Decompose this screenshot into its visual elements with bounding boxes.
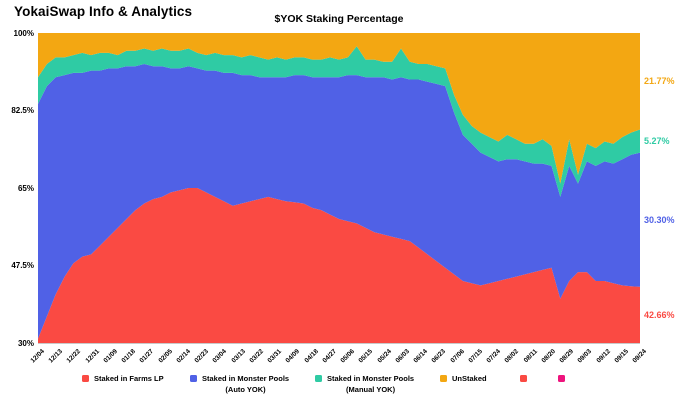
x-tick-label: 03/22 (248, 348, 265, 365)
area-staked-in-monster-pools-manual-yok- (38, 46, 640, 197)
x-tick-label: 12/31 (84, 348, 101, 365)
legend-swatch-icon (440, 375, 447, 382)
legend-item (520, 374, 527, 382)
legend-swatch-icon (558, 375, 565, 382)
series-current-value-label: 42.66% (644, 309, 675, 320)
x-tick-label: 12/04 (29, 348, 46, 365)
legend-item: UnStaked (440, 374, 487, 385)
legend-label: UnStaked (452, 374, 487, 383)
x-tick-label: 04/18 (303, 348, 320, 365)
x-tick-label: 05/06 (339, 348, 357, 365)
x-tick-label: 09/03 (576, 348, 594, 365)
x-tick-label: 06/14 (412, 348, 430, 365)
x-tick-label: 08/11 (522, 348, 539, 365)
x-tick-label: 09/12 (594, 348, 612, 365)
app-title: YokaiSwap Info & Analytics (14, 4, 193, 19)
staking-area-chart[interactable] (38, 33, 640, 343)
x-tick-label: 06/03 (394, 348, 411, 365)
x-tick-label: 03/04 (211, 348, 229, 365)
y-tick-label: 47.5% (11, 261, 34, 270)
legend-item: Staked in Farms LP (82, 374, 164, 385)
x-axis-line (38, 343, 640, 344)
plot-svg (38, 33, 640, 343)
x-tick-label: 05/15 (357, 348, 375, 365)
y-tick-label: 65% (17, 183, 34, 193)
chart-title: $YOK Staking Percentage (274, 13, 404, 25)
y-tick-label: 100% (13, 28, 34, 38)
x-tick-label: 01/09 (102, 348, 119, 365)
x-tick-label: 07/06 (449, 348, 466, 365)
area-unstaked (38, 33, 640, 184)
x-tick-label: 05/24 (376, 348, 393, 365)
series-current-value-label: 5.27% (644, 136, 670, 147)
x-tick-label: 03/31 (266, 348, 284, 365)
legend: Staked in Farms LP Staked in Monster Pool… (0, 372, 689, 398)
x-tick-label: 06/23 (430, 348, 448, 365)
x-tick-label: 01/18 (120, 348, 138, 365)
x-tick-label: 07/15 (467, 348, 484, 365)
x-tick-label: 03/13 (230, 348, 247, 365)
legend-swatch-icon (190, 375, 197, 382)
x-tick-label: 09/24 (631, 348, 648, 365)
x-tick-label: 09/15 (613, 348, 630, 365)
x-tick-label: 08/20 (540, 348, 557, 365)
x-tick-label: 02/05 (157, 348, 174, 365)
x-tick-label: 01/27 (138, 348, 156, 365)
x-tick-label: 12/22 (65, 348, 83, 365)
legend-swatch-icon (82, 375, 89, 382)
x-tick-label: 08/02 (503, 348, 521, 365)
x-tick-label: 02/23 (193, 348, 211, 365)
x-tick-label: 04/27 (321, 348, 338, 365)
x-tick-label: 02/14 (175, 348, 192, 365)
legend-swatch-icon (315, 375, 322, 382)
x-tick-label: 04/09 (284, 348, 302, 365)
legend-item: Staked in Monster Pools (Auto YOK) (190, 374, 289, 395)
x-tick-label: 08/29 (558, 348, 575, 365)
y-tick-label: 82.5% (11, 106, 34, 115)
legend-item (558, 374, 565, 382)
legend-swatch-icon (520, 375, 527, 382)
legend-item: Staked in Monster Pools (Manual YOK) (315, 374, 414, 395)
y-tick-label: 30% (17, 338, 34, 348)
series-current-value-label: 30.30% (644, 214, 675, 225)
legend-label: Staked in Farms LP (94, 374, 164, 383)
legend-label: Staked in Monster Pools (Auto YOK) (202, 374, 290, 394)
area-staked-in-monster-pools-auto-yok- (38, 64, 640, 339)
area-staked-in-farms-lp (38, 188, 640, 343)
series-current-value-label: 21.77% (644, 76, 675, 87)
legend-label: Staked in Monster Pools (Manual YOK) (327, 374, 415, 394)
x-tick-label: 12/13 (47, 348, 65, 365)
x-tick-label: 07/24 (485, 348, 502, 365)
